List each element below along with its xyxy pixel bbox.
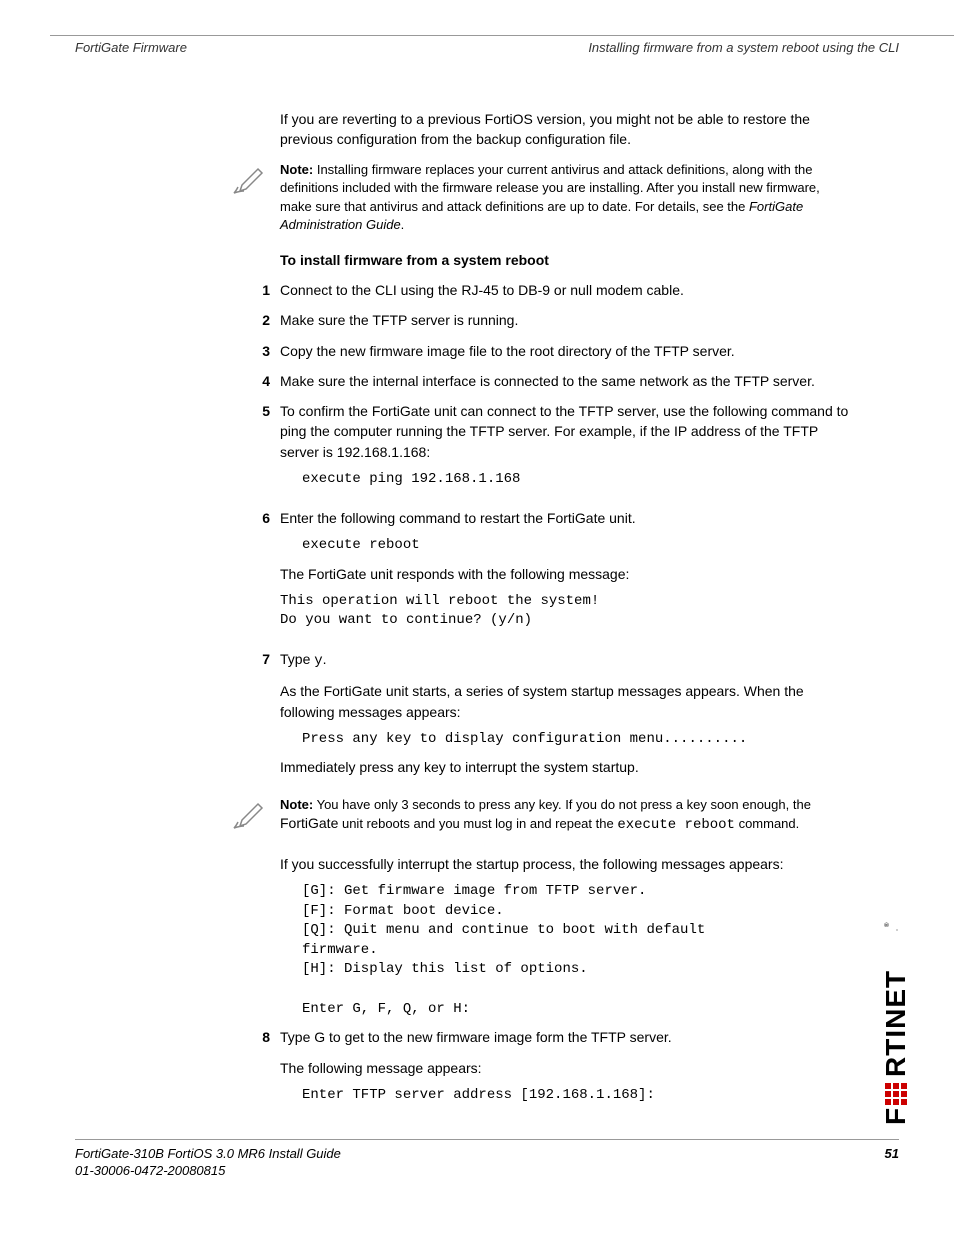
responds-text: The FortiGate unit responds with the fol… bbox=[280, 564, 850, 584]
step-5: 5 To confirm the FortiGate unit can conn… bbox=[280, 401, 850, 497]
note-text-1: Note: Installing firmware replaces your … bbox=[280, 161, 850, 234]
step-text: To confirm the FortiGate unit can connec… bbox=[280, 401, 850, 497]
note-label: Note: bbox=[280, 162, 313, 177]
code-reboot: execute reboot bbox=[302, 536, 850, 556]
step-number: 8 bbox=[240, 1027, 270, 1113]
step-text: Enter the following command to restart t… bbox=[280, 508, 850, 639]
step-text: Make sure the internal interface is conn… bbox=[280, 371, 850, 391]
note-block-1: Note: Installing firmware replaces your … bbox=[230, 161, 850, 234]
step-8: 8 Type G to get to the new firmware imag… bbox=[280, 1027, 850, 1113]
step-text-content: Type G to get to the new firmware image … bbox=[280, 1029, 672, 1045]
interrupt-text: Immediately press any key to interrupt t… bbox=[280, 757, 850, 777]
note-body: Installing firmware replaces your curren… bbox=[280, 162, 820, 213]
code-menu: [G]: Get firmware image from TFTP server… bbox=[302, 882, 850, 1019]
note-fortigate: FortiGate bbox=[280, 815, 338, 831]
note-label: Note: bbox=[280, 797, 313, 812]
svg-text:F: F bbox=[880, 1107, 911, 1125]
note-text-2: Note: You have only 3 seconds to press a… bbox=[280, 796, 850, 836]
note-block-2: Note: You have only 3 seconds to press a… bbox=[230, 796, 850, 836]
note-body-3: command. bbox=[735, 816, 799, 831]
step-3: 3 Copy the new firmware image file to th… bbox=[280, 341, 850, 361]
step7-prefix: Type bbox=[280, 651, 314, 667]
step-number: 3 bbox=[240, 341, 270, 361]
svg-text:RTINET: RTINET bbox=[880, 970, 911, 1077]
footer: FortiGate-310B FortiOS 3.0 MR6 Install G… bbox=[75, 1139, 899, 1180]
footer-rule bbox=[75, 1139, 899, 1140]
footer-page: 51 bbox=[885, 1146, 899, 1163]
note-pencil-icon bbox=[230, 796, 270, 836]
footer-line1: FortiGate-310B FortiOS 3.0 MR6 Install G… bbox=[75, 1146, 341, 1163]
startup-text: As the FortiGate unit starts, a series o… bbox=[280, 681, 850, 722]
step-number: 7 bbox=[240, 649, 270, 786]
footer-left: FortiGate-310B FortiOS 3.0 MR6 Install G… bbox=[75, 1146, 341, 1180]
step-text-content: Enter the following command to restart t… bbox=[280, 510, 636, 526]
step-text: Connect to the CLI using the RJ-45 to DB… bbox=[280, 280, 850, 300]
fortinet-logo: F RTINET ® bbox=[879, 915, 914, 1125]
section-heading: To install firmware from a system reboot bbox=[280, 252, 850, 268]
step-6: 6 Enter the following command to restart… bbox=[280, 508, 850, 639]
step7-code: y bbox=[314, 653, 322, 669]
note-body-1: You have only 3 seconds to press any key… bbox=[313, 797, 811, 812]
code-presskey: Press any key to display configuration m… bbox=[302, 730, 850, 750]
following-text: The following message appears: bbox=[280, 1058, 850, 1078]
step-text-content: To confirm the FortiGate unit can connec… bbox=[280, 403, 848, 460]
step-number: 5 bbox=[240, 401, 270, 497]
step-text: Type G to get to the new firmware image … bbox=[280, 1027, 850, 1113]
step7-suffix: . bbox=[323, 651, 327, 667]
step-number: 4 bbox=[240, 371, 270, 391]
footer-line2: 01-30006-0472-20080815 bbox=[75, 1163, 341, 1180]
step-7: 7 Type y. As the FortiGate unit starts, … bbox=[280, 649, 850, 786]
main-content: If you are reverting to a previous Forti… bbox=[280, 110, 850, 1123]
step-1: 1 Connect to the CLI using the RJ-45 to … bbox=[280, 280, 850, 300]
note-code: execute reboot bbox=[617, 817, 735, 833]
step-text: Copy the new firmware image file to the … bbox=[280, 341, 850, 361]
step-4: 4 Make sure the internal interface is co… bbox=[280, 371, 850, 391]
svg-text:®: ® bbox=[884, 922, 891, 927]
step-2: 2 Make sure the TFTP server is running. bbox=[280, 310, 850, 330]
intro-paragraph: If you are reverting to a previous Forti… bbox=[280, 110, 850, 149]
note-pencil-icon bbox=[230, 161, 270, 201]
code-reboot-msg: This operation will reboot the system! D… bbox=[280, 592, 850, 631]
code-tftp: Enter TFTP server address [192.168.1.168… bbox=[302, 1086, 850, 1106]
step-number: 1 bbox=[240, 280, 270, 300]
step-number: 6 bbox=[240, 508, 270, 639]
code-ping: execute ping 192.168.1.168 bbox=[302, 470, 850, 490]
header-left: FortiGate Firmware bbox=[75, 40, 187, 55]
note-body-2: unit reboots and you must log in and rep… bbox=[338, 816, 617, 831]
step-text: Type y. As the FortiGate unit starts, a … bbox=[280, 649, 850, 786]
header-right: Installing firmware from a system reboot… bbox=[588, 40, 899, 55]
success-text: If you successfully interrupt the startu… bbox=[280, 854, 850, 874]
step-number: 2 bbox=[240, 310, 270, 330]
header-rule bbox=[50, 35, 954, 36]
note-suffix: . bbox=[401, 217, 405, 232]
step-text: Make sure the TFTP server is running. bbox=[280, 310, 850, 330]
